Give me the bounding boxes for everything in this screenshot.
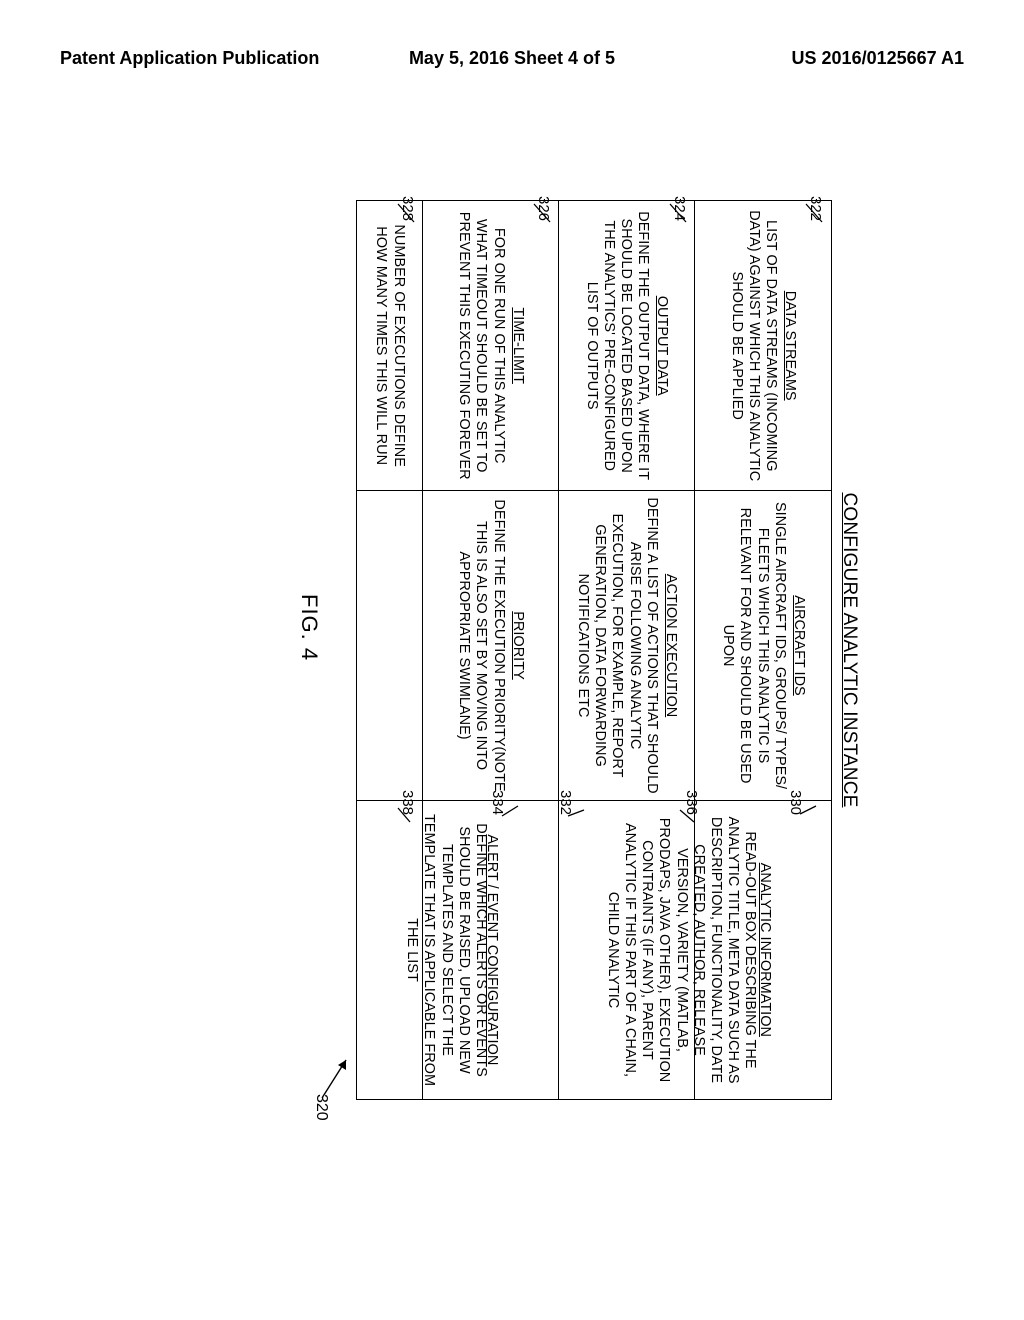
cell-324: OUTPUT DATA DEFINE THE OUTPUT DATA, WHER… [559, 201, 694, 490]
page: Patent Application Publication May 5, 20… [0, 0, 1024, 1320]
leader-320 [312, 1050, 352, 1110]
cell-328-body: NUMBER OF EXECUTIONS DEFINE HOW MANY TIM… [372, 207, 406, 484]
figure-rotated: CONFIGURE ANALYTIC INSTANCE 322 324 326 … [160, 200, 860, 1100]
figure-title: CONFIGURE ANALYTIC INSTANCE [838, 200, 860, 1100]
cell-334-body: DEFINE WHICH ALERTS OR EVENTS SHOULD BE … [403, 810, 489, 1090]
cell-330-body: READ-OUT BOX DESCRIBING THE ANALYTIC TIT… [604, 810, 758, 1090]
cell-mid-empty [357, 490, 422, 799]
cell-aircraft-ids-head: AIRCRAFT IDS [790, 595, 807, 695]
cell-322-body: LIST OF DATA STREAMS (INCOMING DATA) AGA… [728, 207, 779, 484]
cell-332-body: DEFINE A LIST OF ACTIONS THAT SHOULD ARI… [574, 497, 660, 793]
cell-332: ACTION EXECUTION DEFINE A LIST OF ACTION… [559, 490, 694, 799]
cell-326: TIME-LIMIT FOR ONE RUN OF THIS ANALYTIC … [423, 201, 558, 490]
cell-334-body-overlay: DEFINE WHICH ALERTS OR EVENTS SHOULD BE … [364, 806, 528, 1094]
cell-328: NUMBER OF EXECUTIONS DEFINE HOW MANY TIM… [357, 201, 422, 490]
cell-324-body: DEFINE THE OUTPUT DATA, WHERE IT SHOULD … [583, 207, 651, 484]
cell-priority-body: DEFINE THE EXECUTION PRIORITY(NOTE THIS … [455, 497, 506, 793]
cell-324-head: OUTPUT DATA [653, 296, 670, 396]
cell-322-head: DATA STREAMS [781, 291, 798, 401]
cell-326-head: TIME-LIMIT [509, 307, 526, 384]
cell-330-body-overlay: READ-OUT BOX DESCRIBING THE ANALYTIC TIT… [564, 806, 798, 1094]
cell-aircraft-ids: AIRCRAFT IDS SINGLE AIRCRAFT IDS, GROUPS… [695, 490, 831, 799]
header-right: US 2016/0125667 A1 [792, 48, 964, 69]
cell-322: DATA STREAMS LIST OF DATA STREAMS (INCOM… [695, 201, 831, 490]
cell-aircraft-ids-body: SINGLE AIRCRAFT IDS, GROUPS/ TYPES/ FLEE… [719, 497, 787, 793]
cell-326-body: FOR ONE RUN OF THIS ANALYTIC WHAT TIMEOU… [455, 207, 506, 484]
cell-priority-head: PRIORITY [509, 611, 526, 679]
figure-label: FIG. 4 [296, 594, 322, 661]
cell-priority: PRIORITY DEFINE THE EXECUTION PRIORITY(N… [423, 490, 558, 799]
cell-332-head: ACTION EXECUTION [662, 574, 679, 717]
